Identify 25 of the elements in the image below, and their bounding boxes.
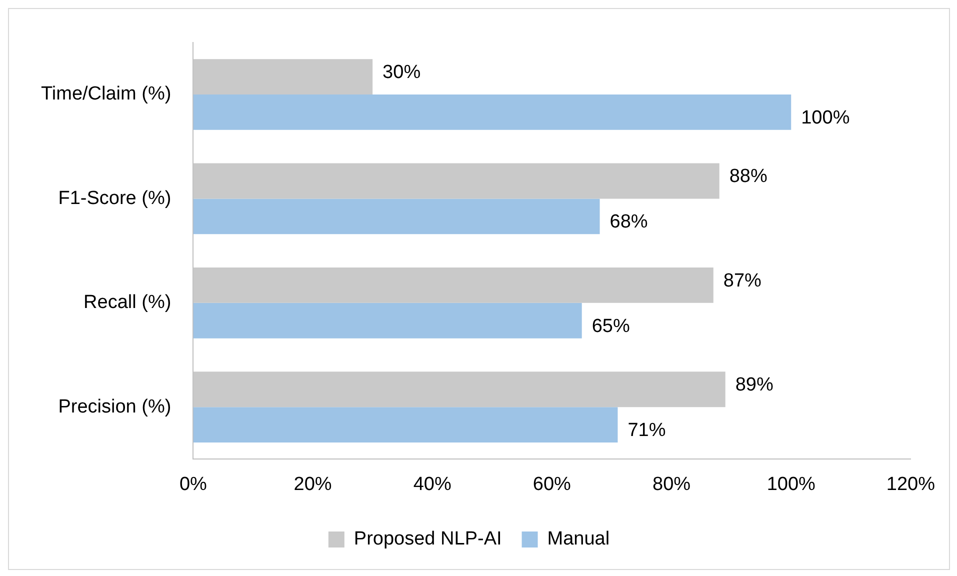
x-tick-label: 0%: [179, 474, 208, 495]
bar: [193, 94, 792, 130]
legend-label: Manual: [547, 528, 610, 550]
data-label: 71%: [628, 420, 666, 442]
data-label: 30%: [382, 62, 421, 84]
data-label: 100%: [801, 107, 850, 128]
data-label: 87%: [723, 270, 762, 292]
bar: [193, 198, 600, 234]
x-tick-label: 80%: [652, 474, 691, 495]
x-tick-label: 20%: [294, 474, 332, 495]
y-tick-label: Recall (%): [84, 292, 172, 314]
data-label: 65%: [592, 316, 630, 337]
bar: [193, 407, 618, 443]
x-tick-label: 120%: [886, 474, 936, 495]
data-label: 88%: [729, 166, 768, 188]
data-label: 68%: [610, 212, 648, 233]
x-tick-label: 60%: [532, 474, 572, 495]
bar: [193, 302, 582, 338]
y-tick-label: F1-Score (%): [58, 188, 172, 209]
y-tick-label: Time/Claim (%): [40, 84, 172, 105]
x-tick-label: 100%: [766, 474, 816, 495]
legend-label: Proposed NLP-AI: [354, 528, 502, 550]
data-label: 89%: [735, 374, 774, 396]
x-tick-label: 40%: [413, 474, 452, 495]
y-tick-label: Precision (%): [58, 396, 172, 418]
